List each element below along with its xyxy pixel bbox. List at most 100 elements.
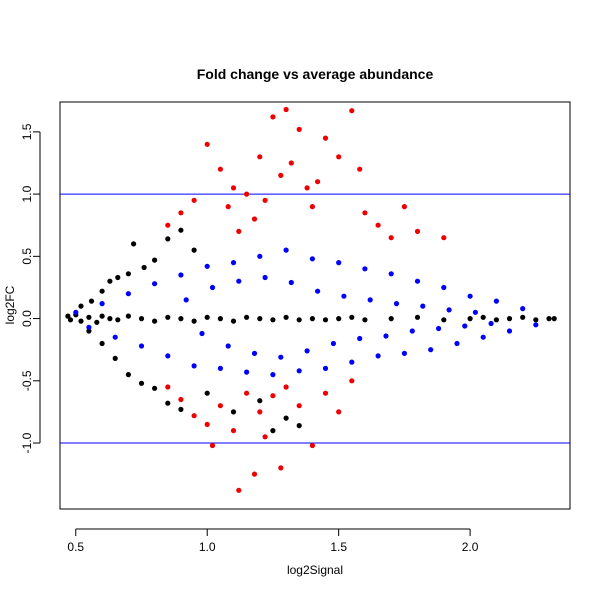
- point-s1-49: [357, 335, 363, 342]
- point-s0-58: [178, 406, 184, 412]
- point-s0-24: [322, 317, 329, 323]
- point-s0-7: [107, 316, 113, 322]
- point-s2-8: [244, 191, 250, 197]
- point-s0-60: [296, 423, 302, 429]
- point-s0-36: [533, 317, 539, 323]
- x-tick-label-1: 1.0: [199, 540, 216, 554]
- point-s2-14: [283, 106, 289, 113]
- point-s1-35: [533, 322, 539, 328]
- point-s2-38: [244, 390, 250, 396]
- point-s1-23: [375, 353, 381, 359]
- point-s0-38: [551, 316, 557, 322]
- point-s1-13: [244, 369, 250, 375]
- point-s0-20: [270, 317, 276, 323]
- point-s1-37: [199, 330, 205, 337]
- x-axis-label: log2Signal: [287, 563, 343, 577]
- point-s0-53: [112, 355, 118, 361]
- chart-title: Fold change vs average abundance: [197, 66, 434, 82]
- point-s2-49: [349, 378, 355, 384]
- point-s1-27: [428, 347, 434, 353]
- y-tick-label-2: 0.0: [20, 310, 34, 327]
- point-s2-32: [191, 413, 197, 419]
- point-s1-52: [393, 301, 400, 307]
- point-s2-20: [322, 135, 329, 141]
- point-s1-31: [480, 334, 486, 340]
- point-s1-11: [217, 365, 223, 371]
- point-s0-47: [152, 257, 158, 263]
- point-s2-47: [322, 390, 329, 396]
- point-s0-1: [67, 317, 74, 323]
- point-s2-24: [362, 210, 368, 216]
- point-s0-27: [362, 317, 368, 323]
- point-s1-1: [86, 324, 92, 330]
- x-tick-label-2: 1.5: [330, 540, 347, 554]
- point-s2-35: [217, 403, 223, 409]
- point-s1-6: [152, 281, 158, 287]
- point-s1-36: [183, 297, 189, 303]
- point-s0-55: [138, 380, 145, 386]
- point-s2-22: [349, 108, 355, 114]
- point-s2-33: [204, 421, 210, 427]
- point-s0-4: [86, 314, 92, 320]
- point-s0-52: [99, 340, 105, 347]
- point-s1-29: [454, 340, 460, 347]
- point-s1-50: [367, 297, 373, 303]
- y-axis-label: log2FC: [3, 285, 17, 324]
- data-points: [65, 106, 557, 493]
- point-s1-12: [230, 260, 237, 266]
- point-s0-46: [141, 264, 147, 271]
- point-s0-19: [257, 316, 263, 322]
- point-s0-0: [65, 313, 71, 319]
- point-s0-10: [138, 316, 145, 322]
- point-s2-46: [309, 442, 315, 449]
- point-s2-12: [270, 114, 276, 120]
- point-s0-41: [99, 288, 105, 294]
- point-s2-16: [296, 126, 302, 132]
- point-s0-44: [125, 271, 131, 277]
- y-tick-label-1: -0.5: [20, 370, 34, 391]
- point-s0-21: [283, 314, 289, 320]
- y-tick-label-3: 0.5: [20, 248, 34, 265]
- point-s1-15: [270, 372, 276, 378]
- point-s2-6: [230, 185, 237, 191]
- point-s1-20: [336, 260, 342, 266]
- point-s2-23: [357, 166, 363, 172]
- point-s1-2: [99, 301, 105, 307]
- point-s1-9: [191, 363, 197, 369]
- point-s1-53: [409, 328, 415, 334]
- point-s2-34: [209, 442, 216, 449]
- point-s1-19: [322, 365, 329, 371]
- point-s0-39: [78, 303, 84, 309]
- point-s2-17: [304, 185, 310, 191]
- point-s0-43: [115, 274, 121, 281]
- point-s0-32: [480, 314, 486, 320]
- y-tick-label-5: 1.5: [20, 123, 34, 140]
- point-s2-19: [315, 179, 321, 185]
- x-axis: 0.5 1.0 1.5 2.0: [67, 528, 479, 554]
- y-tick-label-0: -1.0: [20, 432, 34, 453]
- point-s0-35: [520, 314, 526, 320]
- point-s1-40: [236, 278, 242, 284]
- point-s1-45: [304, 348, 310, 354]
- point-s0-23: [309, 316, 315, 322]
- point-s0-18: [244, 314, 250, 320]
- point-s1-30: [467, 293, 473, 299]
- point-s1-10: [204, 263, 210, 269]
- point-s1-42: [262, 274, 268, 281]
- y-tick-label-4: 1.0: [20, 185, 34, 202]
- point-s0-5: [94, 319, 100, 325]
- point-s1-18: [309, 256, 315, 262]
- point-s0-16: [217, 316, 223, 322]
- point-s0-29: [414, 314, 421, 320]
- point-s0-11: [152, 318, 158, 324]
- point-s0-9: [125, 313, 131, 319]
- point-s2-31: [178, 396, 184, 403]
- point-s1-16: [283, 247, 289, 253]
- point-s0-13: [178, 316, 184, 322]
- point-s1-41: [251, 350, 258, 356]
- point-s1-4: [125, 291, 131, 297]
- point-s2-9: [251, 216, 258, 222]
- point-s1-0: [73, 309, 79, 315]
- point-s2-11: [262, 197, 268, 203]
- point-s0-40: [88, 298, 95, 304]
